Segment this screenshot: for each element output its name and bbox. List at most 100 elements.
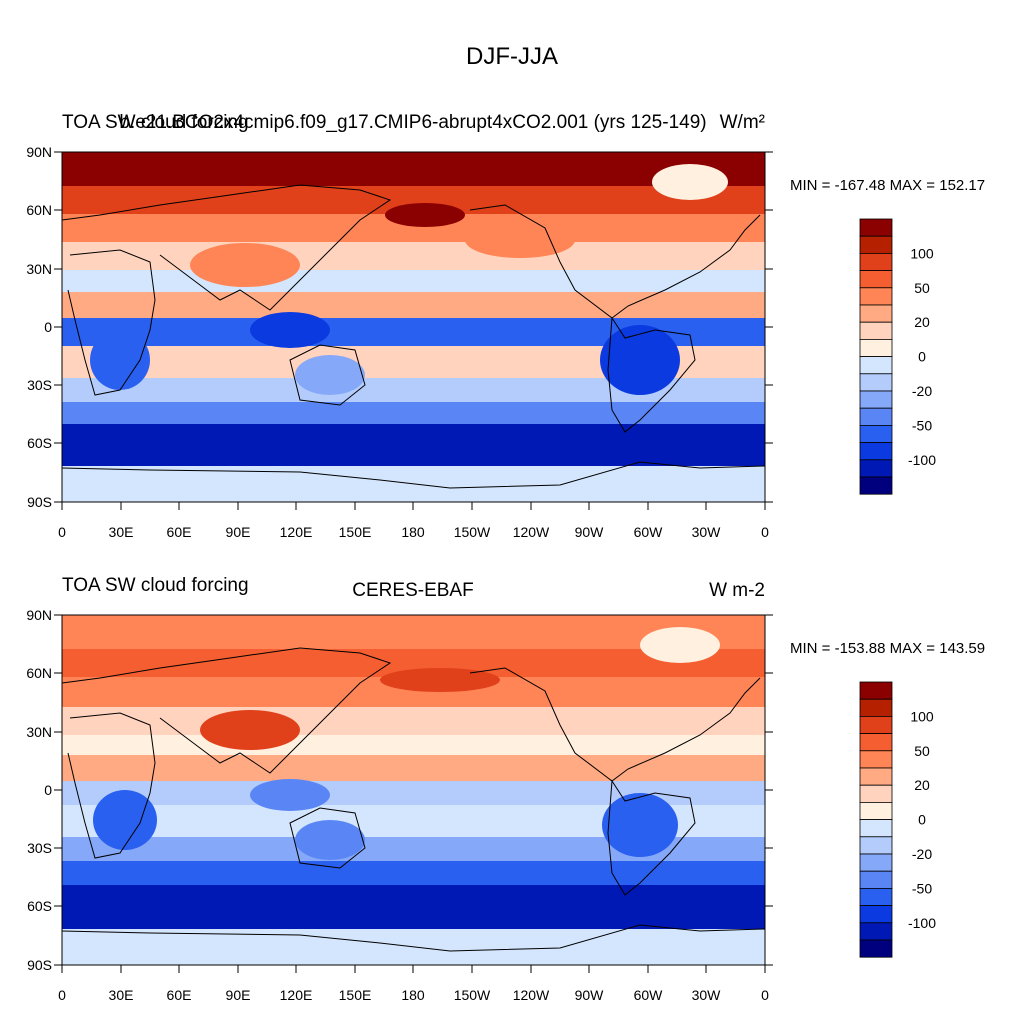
south-america-coastline [607,316,696,433]
colorbar-box [859,218,893,237]
colorbar-box [859,802,893,821]
greenland-feature [640,627,720,663]
colorbar-box [859,407,893,426]
colorbar-box [859,698,893,717]
lat-label: 60N [26,665,52,681]
lat-label: 30N [26,261,52,277]
lon-label: 150E [339,524,372,540]
lon-label: 150E [339,987,372,1003]
colorbar-label: 100 [910,245,934,261]
colorbar-box [859,424,893,443]
colorbar-box [859,733,893,752]
africa-coastline [67,249,156,396]
colorbar-box [859,870,893,889]
lon-label: 120W [513,524,550,540]
antarctica-coastline [62,924,765,952]
maritime-continent-feature [250,312,330,348]
north-america-coastline [469,204,761,319]
lon-label: 30W [692,987,722,1003]
australia-coastline [289,344,366,406]
lat-label: 90N [26,144,52,160]
lon-label: 90W [575,987,605,1003]
lat-label: 30N [26,724,52,740]
eurasia-coastline [62,184,392,311]
coastlines [62,647,765,952]
colorbar-label: -50 [912,417,932,433]
subtropic-north-band [62,242,765,272]
lat-label: 60S [27,898,52,914]
africa-feature [90,330,150,390]
lon-label: 60W [634,987,664,1003]
panel-2-lat-labels: 90N 60N 30N 0 30S 60S 90S [26,607,52,973]
lon-label: 30E [109,987,134,1003]
south-mid-band [62,861,765,887]
maritime-continent-feature [250,779,330,811]
colorbar-box [859,939,893,958]
panel-1-units: W/m² [720,112,765,133]
asia-warm-feature [190,243,300,287]
lon-label: 120E [280,524,313,540]
panel-2-ticks [54,614,773,973]
lon-label: 120W [513,987,550,1003]
colorbar-box [859,476,893,495]
panel-1-center-title: b.e21.BCO2x4cmip6.f09_g17.CMIP6-abrupt4x… [119,112,706,133]
panel-2-lon-labels: 0 30E 60E 90E 120E 150E 180 150W 120W 90… [58,987,769,1003]
panel-1-colorbar: 100 50 20 0 -20 -50 -100 [859,218,936,495]
panel-1-lon-labels: 0 30E 60E 90E 120E 150E 180 150W 120W 90… [58,524,769,540]
lat-label: 0 [44,319,52,335]
colorbar-label: 20 [914,777,930,793]
panel-2-colorbar: 100 50 20 0 -20 -50 -100 [859,681,936,958]
colorbar-box [859,235,893,254]
colorbar-label: 50 [914,280,930,296]
panel-2-stats: MIN = -153.88 MAX = 143.59 [790,640,985,657]
lon-label: 90W [575,524,605,540]
south-america-coastline [607,779,696,896]
australia-feature [295,355,365,395]
south-america-feature [600,325,680,395]
eurasia-coastline [62,647,392,774]
panel-1-lat-labels: 90N 60N 30N 0 30S 60S 90S [26,144,52,510]
panel-2-units: W m-2 [709,580,765,601]
australia-feature [295,820,365,860]
colorbar-box [859,716,893,735]
panel-2-center-title: CERES-EBAF [352,580,473,601]
north-tropics-band [62,735,765,755]
colorbar-label: 100 [910,708,934,724]
lon-label: 60E [167,524,192,540]
lat-label: 60S [27,435,52,451]
colorbar-label: -100 [908,915,936,931]
colorbar-box [859,390,893,409]
south-america-feature [602,793,678,857]
southern-ocean-band [62,885,765,931]
colorbar-box [859,270,893,289]
colorbar-box [859,750,893,769]
north-pacific-maximum [385,203,465,227]
lon-label: 90E [226,524,251,540]
colorbar-label: 20 [914,314,930,330]
colorbar-box [859,836,893,855]
figure-title: DJF-JJA [466,43,558,70]
colorbar-label: -100 [908,452,936,468]
north-america-coastline [469,667,761,782]
lon-label: 0 [58,987,66,1003]
panel-2: TOA SW cloud forcing CERES-EBAF W m-2 MI… [26,575,985,1003]
colorbar-label: 50 [914,743,930,759]
lon-label: 180 [401,987,425,1003]
lat-label: 90S [27,494,52,510]
colorbar-box [859,252,893,271]
antarctica-coastline [62,461,765,489]
colorbar-box [859,681,893,700]
lon-label: 30E [109,524,134,540]
colorbar-box [859,784,893,803]
lon-label: 180 [401,524,425,540]
lat-label: 0 [44,782,52,798]
north-tropics-band [62,270,765,292]
colorbar-label: -20 [912,383,932,399]
panel-1-left-title: TOA SW cloud forcing [62,112,249,133]
panel-2-map [62,615,765,965]
lon-label: 30W [692,524,722,540]
colorbar-box [859,338,893,357]
colorbar-box [859,905,893,924]
lat-label: 90S [27,957,52,973]
colorbar-label: -20 [912,846,932,862]
